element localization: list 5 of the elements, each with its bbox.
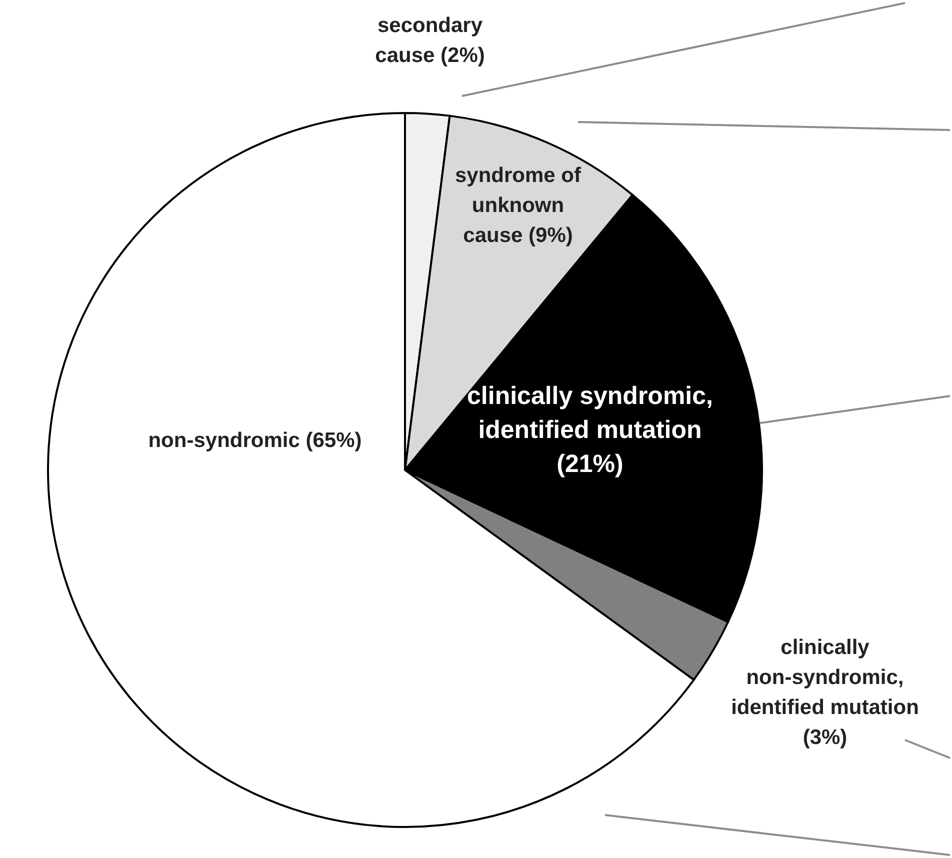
slice-label: secondary cause (2%) <box>375 14 485 66</box>
slice-label: clinically syndromic, identified mutation (21%) <box>467 382 713 478</box>
slice-label: syndrome of unknown cause (9%) <box>454 164 582 246</box>
slice-label: non-syndromic (65%) <box>148 428 362 452</box>
slice-label: clinically non-syndromic, identified mutation (3%) <box>731 636 919 748</box>
